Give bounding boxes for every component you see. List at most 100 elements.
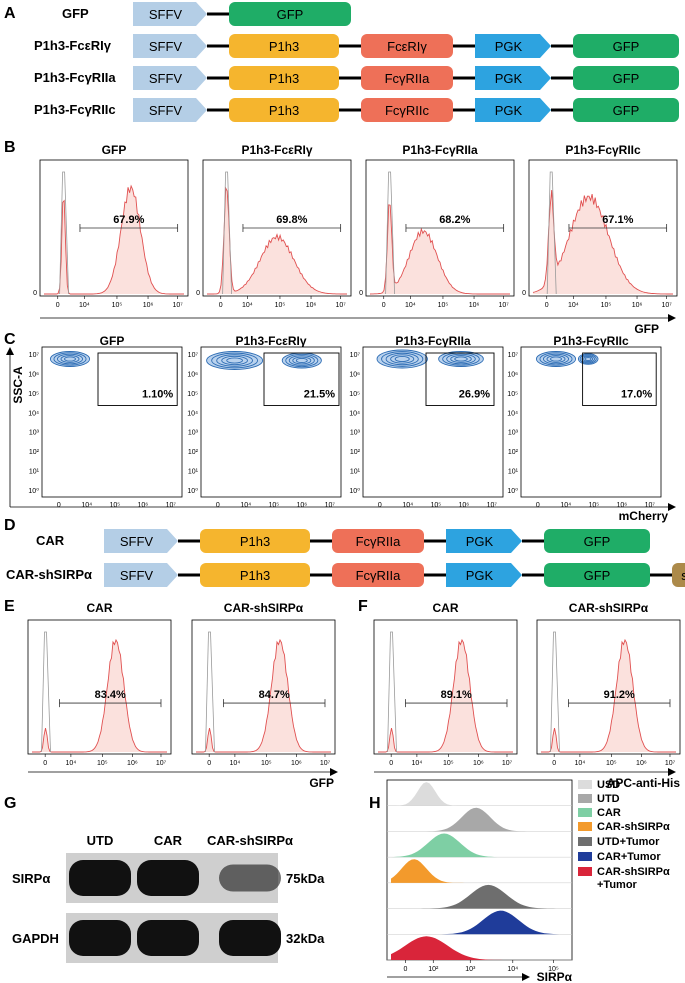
histogram-fill [370, 204, 510, 294]
stacked-histogram [387, 936, 572, 961]
contour-ring [292, 356, 312, 365]
contour-ring [454, 356, 468, 362]
x-axis-label: mCherry [619, 509, 669, 523]
gate-box [263, 352, 340, 406]
tick-label: 10² [508, 449, 519, 456]
contour-ring [546, 355, 566, 363]
tick-label: 10¹ [508, 469, 519, 476]
gate-percent: 67.1% [602, 214, 633, 226]
tick-label: 10⁷ [29, 352, 40, 359]
contour-ring [446, 353, 476, 365]
tick-label: 10⁵ [588, 502, 599, 509]
legend-label: USD [597, 779, 620, 791]
tick-label: 0 [536, 502, 540, 509]
tick-label: 10⁶ [143, 302, 154, 309]
contour-ring [216, 354, 253, 367]
histogram-plot: CAR-shSIRPα 0 10⁴ 10⁵ 10⁶ 10⁷ 84.7% [191, 601, 336, 767]
tick-label: 10⁴ [575, 760, 586, 767]
tick-label: 10⁷ [498, 302, 509, 309]
gate-percent: 67.9% [113, 214, 144, 226]
protein-band [137, 920, 199, 956]
panel-letter: H [369, 795, 381, 812]
legend-label: CAR+Tumor [597, 851, 661, 863]
tick-label: 10⁴ [242, 302, 253, 309]
segment-label: SFFV [149, 71, 183, 86]
contour-plot: GFP 1.10% 0 10⁴ 10⁵ 10⁶ 10⁷ 10⁷ 10⁶ 10⁵ 10⁴ 10³ 10² 1… [28, 334, 183, 509]
panel-letter: A [4, 5, 16, 22]
tick-label: 10⁰ [349, 487, 360, 495]
segment-label: GFP [584, 568, 611, 583]
tick-label: 10⁴ [402, 502, 413, 509]
contour-ring [583, 356, 594, 362]
segment-p1h3 [229, 98, 339, 122]
tick-label: 10⁶ [507, 371, 518, 378]
segment-gfp [544, 529, 650, 553]
contour-ring [543, 353, 569, 365]
lane-label: CAR-shSIRPα [207, 833, 293, 848]
segment-label: GFP [584, 534, 611, 549]
y-axis-arrowhead [6, 347, 14, 355]
segment-pgk-arrow [475, 66, 551, 90]
control-histogram-line [222, 171, 232, 295]
stacked-histogram [387, 833, 572, 858]
tick-label: 10⁷ [508, 352, 519, 359]
tick-label: 10⁴ [507, 410, 518, 417]
stacked-histogram [387, 807, 572, 832]
segment-sffv-arrow [133, 98, 207, 122]
control-histogram-line [387, 631, 397, 753]
tick-label: 10⁷ [188, 352, 199, 359]
lane-label: CAR [154, 833, 183, 848]
segment-gfp [573, 66, 679, 90]
histogram-fill [391, 807, 568, 832]
legend-swatch [578, 780, 592, 789]
segment-label: P1h3 [269, 71, 299, 86]
construct-row: P1h3-FcγRIIa SFFV P1h3 FcγRIIa PGK GFP [34, 66, 679, 90]
legend-label: CAR-shSIRPα [597, 866, 670, 878]
segment-label: FcγRIIc [385, 103, 430, 118]
construct-name: P1h3-FcγRIIa [34, 70, 116, 85]
tick-label: 10⁶ [469, 302, 480, 309]
contour-ring [60, 355, 80, 363]
segment-label: FcγRIIa [385, 71, 431, 86]
plot-title: P1h3-FcγRIIa [395, 334, 471, 348]
tick-label: 10⁶ [137, 502, 148, 509]
tick-label: 10⁵ [28, 391, 39, 398]
protein-band [69, 860, 131, 896]
segment-label: GFP [613, 39, 640, 54]
contour-ring [450, 355, 472, 363]
contour-ring [585, 357, 592, 361]
blot-row: SIRPα 75kDa [12, 853, 325, 903]
segment-label: P1h3 [240, 534, 270, 549]
gate-box [425, 352, 495, 406]
contour-ring [579, 354, 597, 364]
segment-label: shSIRPα [681, 568, 685, 583]
construct-row: CAR-shSIRPα SFFV P1h3 FcγRIIa PGK GFP shSIRPα [6, 563, 685, 587]
tick-label: 10² [428, 966, 439, 973]
legend-swatch [578, 837, 592, 846]
contour-ring [49, 351, 91, 367]
segment-shsirpa [672, 563, 685, 587]
gate-percent: 17.0% [621, 389, 652, 401]
tick-label: 10⁵ [548, 966, 559, 973]
segment-gfp [573, 34, 679, 58]
tick-label: 10³ [465, 966, 476, 973]
plot-title: CAR [87, 601, 113, 615]
legend: USD UTD CAR CAR-shSIRPα UTD+Tumor CAR+Tumor CA… [578, 779, 670, 891]
histogram-fill [391, 859, 568, 883]
contour-ring [550, 356, 562, 362]
segment-label: P1h3 [240, 568, 270, 583]
segment-label: PGK [466, 534, 494, 549]
plot-frame [536, 619, 681, 755]
tick-label: 10⁶ [616, 502, 627, 509]
tick-label: 10⁶ [306, 302, 317, 309]
histogram-plot: P1h3-FcγRIIc 0 10⁴ 10⁵ 10⁶ 10⁷ 0 67.1% [522, 143, 678, 309]
y-axis-label: SSC-A [11, 366, 25, 404]
protein-band [137, 860, 199, 896]
tick-label: 10⁴ [560, 502, 571, 509]
plot-frame [362, 346, 504, 498]
x-axis-arrowhead [330, 768, 338, 776]
plot-frame [191, 619, 336, 755]
tick-label: 0 [56, 302, 60, 309]
x-axis-arrowhead [522, 973, 530, 981]
histogram-fill [391, 910, 568, 935]
